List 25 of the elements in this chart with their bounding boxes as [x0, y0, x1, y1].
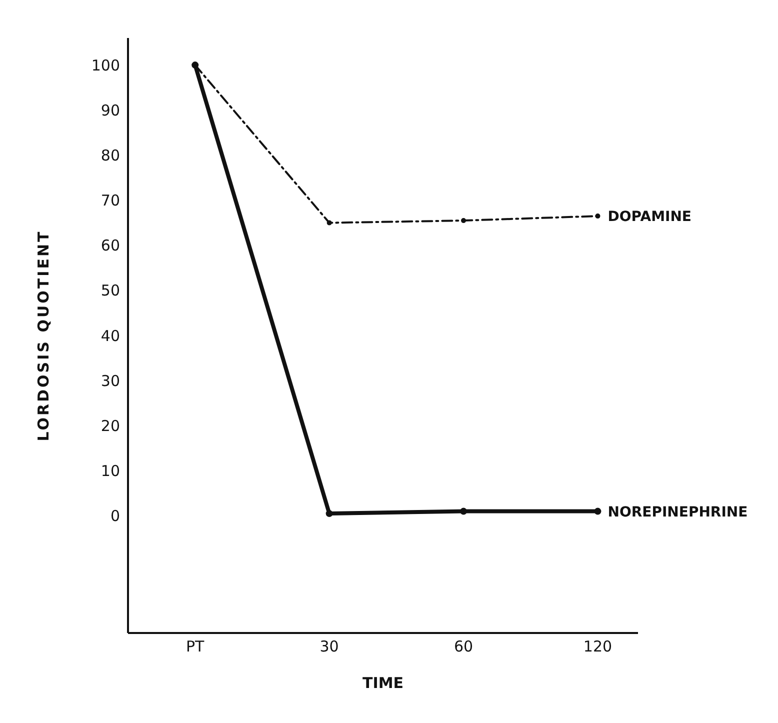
x-axis-title: TIME	[362, 674, 404, 692]
y-tick-label: 30	[100, 372, 120, 390]
y-tick-label: 90	[100, 101, 120, 120]
series-label: DOPAMINE	[608, 209, 692, 226]
y-tick-label: 10	[100, 462, 120, 480]
y-tick-label: 80	[100, 146, 120, 165]
point	[460, 508, 468, 515]
y-tick-label: 40	[100, 326, 120, 345]
y-tick-label: 60	[100, 236, 120, 255]
y-tick-label: 0	[110, 507, 120, 526]
y-axis-title: LORDOSIS QUOTIENT	[34, 230, 52, 442]
series-label: NOREPINEPHRINE	[608, 504, 748, 520]
y-tick-label: 20	[100, 416, 120, 435]
y-tick-label: 70	[100, 192, 120, 210]
y-tick-label: 50	[100, 282, 120, 300]
point	[326, 510, 333, 518]
y-tick-label: 100	[91, 56, 120, 74]
x-tick-label: 120	[583, 638, 612, 656]
point	[595, 214, 600, 219]
point	[461, 218, 466, 224]
point	[326, 220, 332, 226]
x-tick-label: PT	[186, 638, 206, 656]
x-tick-label: 60	[454, 638, 474, 656]
x-tick-label: 30	[320, 638, 339, 656]
point	[594, 508, 602, 515]
